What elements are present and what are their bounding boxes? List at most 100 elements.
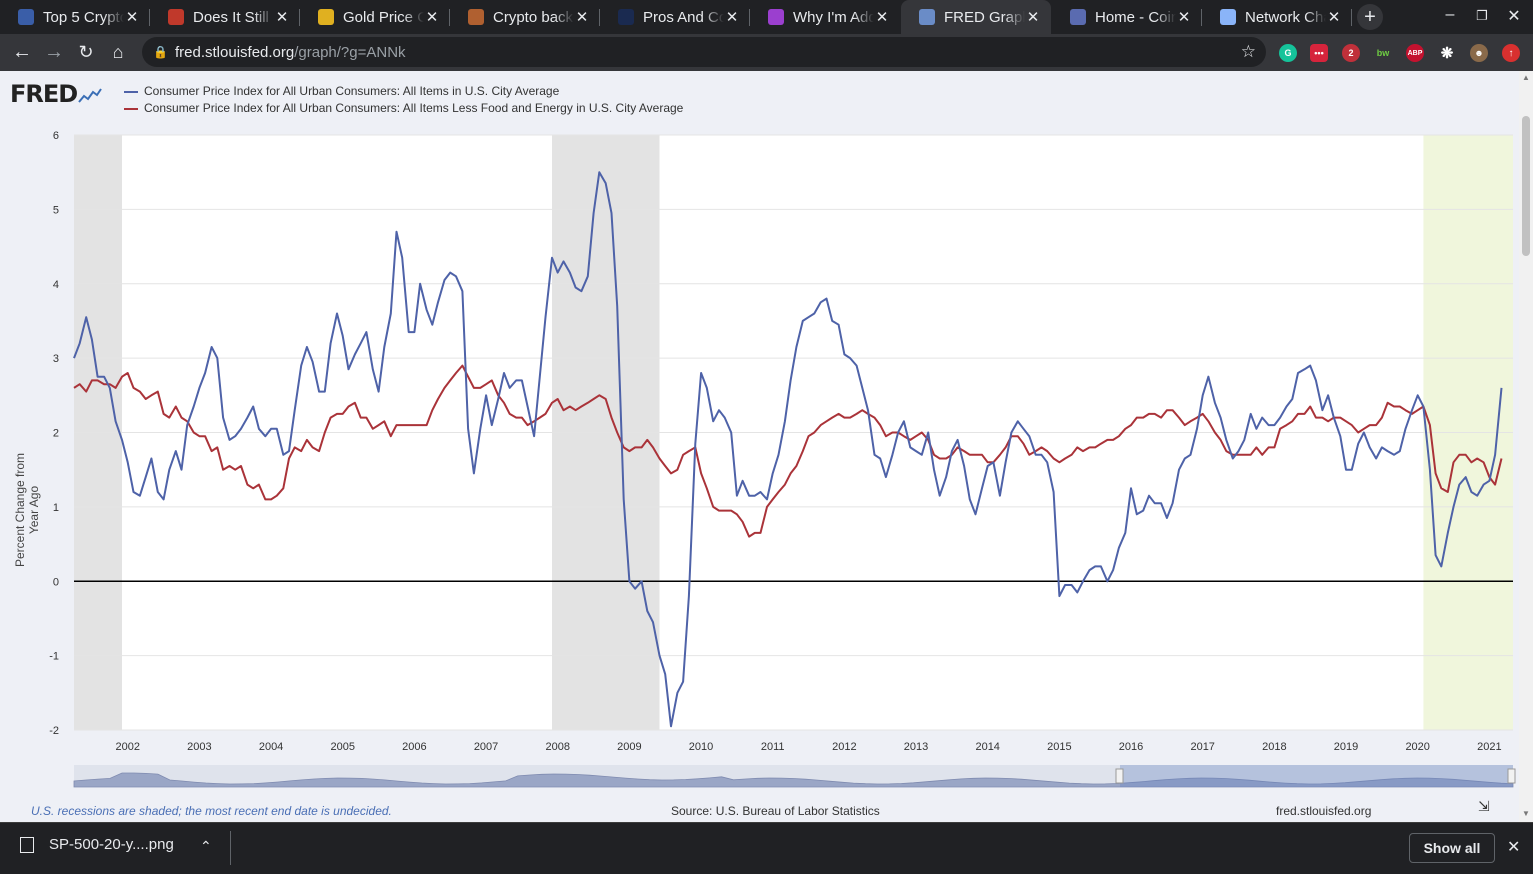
exit-fullscreen-icon[interactable]: ⇲ [1478, 798, 1490, 814]
reload-icon[interactable]: ↻ [78, 41, 94, 62]
downloads-bar: SP-500-20-y....png ⌃ Show all ✕ [0, 822, 1533, 874]
fred-logo-text: FRED [10, 80, 78, 108]
navigator-series [73, 772, 1514, 788]
bw-extension-icon[interactable]: bw [1374, 44, 1392, 62]
extension-badge-icon[interactable]: 2 [1342, 44, 1360, 62]
tab-title: Does It Still M [193, 8, 274, 26]
source-note: Source: U.S. Bureau of Labor Statistics [671, 804, 880, 818]
tab-separator [599, 9, 600, 26]
tab-9[interactable]: Network Cha ✕ [1202, 0, 1352, 34]
y-tick-label: 4 [53, 279, 59, 291]
legend-entry-cpi[interactable]: Consumer Price Index for All Urban Consu… [124, 83, 683, 100]
bookmark-star-icon[interactable]: ☆ [1240, 42, 1256, 61]
legend-swatch-cpi [124, 90, 138, 93]
file-icon [20, 836, 34, 853]
scroll-down-icon[interactable]: ▼ [1522, 809, 1530, 818]
legend-entry-core-cpi[interactable]: Consumer Price Index for All Urban Consu… [124, 100, 683, 117]
extensions-puzzle-icon[interactable]: ❋ [1438, 44, 1456, 62]
tab-title: Crypto backe [493, 8, 574, 26]
downloads-divider [230, 831, 231, 865]
fred-logo-chart-icon [78, 88, 103, 103]
y-tick-label: -1 [49, 651, 59, 663]
x-tick-label: 2008 [545, 741, 569, 753]
tab-5[interactable]: Pros And Co ✕ [600, 0, 750, 34]
site-link[interactable]: fred.stlouisfed.org [1276, 804, 1372, 818]
tab-close-icon[interactable]: ✕ [425, 9, 439, 26]
x-tick-label: 2021 [1477, 741, 1501, 753]
y-tick-label: 6 [53, 130, 59, 142]
profile-avatar[interactable]: ☻ [1470, 44, 1488, 62]
back-icon[interactable]: ← [12, 40, 32, 63]
tab-strip: Top 5 Crypto✕Does It Still M✕Gold Price … [0, 0, 1533, 34]
forward-icon[interactable]: → [44, 40, 64, 63]
navigator-handle-right[interactable] [1507, 768, 1516, 784]
chart-legend: Consumer Price Index for All Urban Consu… [124, 83, 683, 117]
tab-7[interactable]: FRED Graph ✕ [901, 0, 1051, 34]
new-tab-button[interactable]: + [1357, 4, 1383, 30]
series-line-cpi [73, 171, 1503, 728]
tab-close-icon[interactable]: ✕ [125, 9, 139, 26]
tab-title: Pros And Co [643, 8, 724, 26]
update-icon[interactable]: ↑ [1502, 44, 1520, 62]
chevron-up-icon[interactable]: ⌃ [200, 838, 212, 854]
x-tick-label: 2016 [1119, 741, 1143, 753]
url-text[interactable]: fred.stlouisfed.org/graph/?g=ANNk [175, 44, 406, 61]
adblock-plus-icon[interactable]: ABP [1406, 44, 1424, 62]
series-line-core-cpi [73, 364, 1503, 538]
x-tick-label: 2006 [402, 741, 426, 753]
recession-note: U.S. recessions are shaded; the most rec… [31, 804, 392, 818]
x-tick-label: 2019 [1334, 741, 1358, 753]
minimize-icon[interactable]: – [1445, 6, 1455, 23]
cm-icon [1070, 9, 1086, 25]
scroll-up-icon[interactable]: ▲ [1522, 73, 1530, 82]
browser-toolbar: ← → ↻ ⌂ 🔒 fred.stlouisfed.org/graph/?g=A… [0, 34, 1533, 71]
navigator-selection[interactable] [1120, 765, 1513, 787]
tab-4[interactable]: Crypto backe ✕ [450, 0, 600, 34]
tab-close-icon[interactable]: ✕ [1327, 9, 1341, 26]
x-tick-label: 2011 [761, 741, 785, 753]
grammarly-icon[interactable]: G [1279, 44, 1297, 62]
show-all-button[interactable]: Show all [1409, 833, 1495, 863]
x-tick-label: 2010 [689, 741, 713, 753]
tab-2[interactable]: Does It Still M✕ [150, 0, 300, 34]
page-scrollbar[interactable]: ▲ ▼ [1519, 71, 1533, 822]
navigator-handle-left[interactable] [1115, 768, 1124, 784]
download-item[interactable]: SP-500-20-y....png [20, 836, 174, 853]
tab-close-icon[interactable]: ✕ [875, 9, 889, 26]
tab-8[interactable]: Home - Coin ✕ [1052, 0, 1202, 34]
tab-close-icon[interactable]: ✕ [575, 9, 589, 26]
close-window-icon[interactable]: ✕ [1507, 8, 1521, 25]
tab-title: Network Cha [1245, 8, 1326, 26]
address-bar[interactable]: 🔒 fred.stlouisfed.org/graph/?g=ANNk ☆ [142, 37, 1266, 67]
x-tick-label: 2003 [187, 741, 211, 753]
legend-label-core-cpi: Consumer Price Index for All Urban Consu… [144, 101, 684, 115]
trend-icon [168, 9, 184, 25]
tab-separator [749, 9, 750, 26]
tab-title: Home - Coin [1095, 8, 1176, 26]
x-tick-label: 2007 [474, 741, 498, 753]
x-tick-label: 2017 [1190, 741, 1214, 753]
fred-logo[interactable]: FRED [10, 80, 103, 108]
tab-title: FRED Graph [944, 8, 1025, 26]
x-tick-label: 2005 [330, 741, 354, 753]
tab-separator [1351, 9, 1352, 26]
home-icon[interactable]: ⌂ [112, 41, 124, 62]
lock-icon[interactable]: 🔒 [153, 45, 168, 59]
tab-6[interactable]: Why I'm Add ✕ [750, 0, 900, 34]
restore-icon[interactable]: ❐ [1476, 8, 1488, 23]
tab-1[interactable]: Top 5 Crypto ✕ [0, 0, 150, 34]
x-tick-label: 2012 [832, 741, 856, 753]
tab-close-icon[interactable]: ✕ [275, 9, 289, 26]
tab-close-icon[interactable]: ✕ [725, 9, 739, 26]
g-icon [768, 9, 784, 25]
tab-close-icon[interactable]: ✕ [1026, 9, 1040, 26]
download-filename: SP-500-20-y....png [49, 836, 174, 853]
chart-area[interactable]: -2 -1 0 1 2 3 4 5 6 2002 2003 2004 2005 2006 2007 2008 2… [0, 71, 1519, 801]
x-tick-label: 2014 [975, 741, 999, 753]
lastpass-icon[interactable]: ••• [1310, 44, 1328, 62]
tab-close-icon[interactable]: ✕ [1177, 9, 1191, 26]
scrollbar-thumb[interactable] [1522, 116, 1530, 256]
close-downloads-icon[interactable]: ✕ [1507, 839, 1521, 856]
tab-3[interactable]: Gold Price Ch✕ [300, 0, 450, 34]
y-tick-label: 3 [53, 353, 59, 365]
